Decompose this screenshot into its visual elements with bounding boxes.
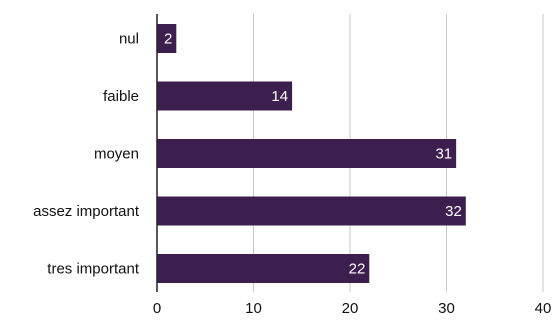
x-tick-labels: 0 10 20 30 40 [153,300,552,317]
x-tick-label-40: 40 [535,300,552,317]
bar-faible [157,81,293,111]
category-label-moyen: moyen [94,146,139,163]
x-tick-label-10: 10 [245,300,262,317]
x-tick-label-30: 30 [438,300,455,317]
category-label-assez-important: assez important [33,203,140,220]
category-label-faible: faible [103,88,139,105]
x-tick-label-20: 20 [342,300,359,317]
bar-tres-important [157,254,370,283]
category-label-nul: nul [119,31,139,48]
x-tick-label-0: 0 [153,300,161,317]
bar-moyen [157,139,457,168]
category-label-tres-important: tres important [47,261,140,278]
bar-nul [157,24,177,53]
category-labels: nul faible moyen assez important tres import… [33,31,140,278]
bar-value-label-tres-important: 22 [349,261,366,278]
bar-value-label-faible: 14 [271,88,288,105]
bar-value-label-assez-important: 32 [445,203,462,220]
bar-assez-important [157,196,466,226]
bar-value-label-moyen: 31 [435,146,452,163]
bar-value-label-nul: 2 [164,31,172,48]
bars [157,24,466,283]
bar-value-labels: 2 14 31 32 22 [164,31,462,278]
